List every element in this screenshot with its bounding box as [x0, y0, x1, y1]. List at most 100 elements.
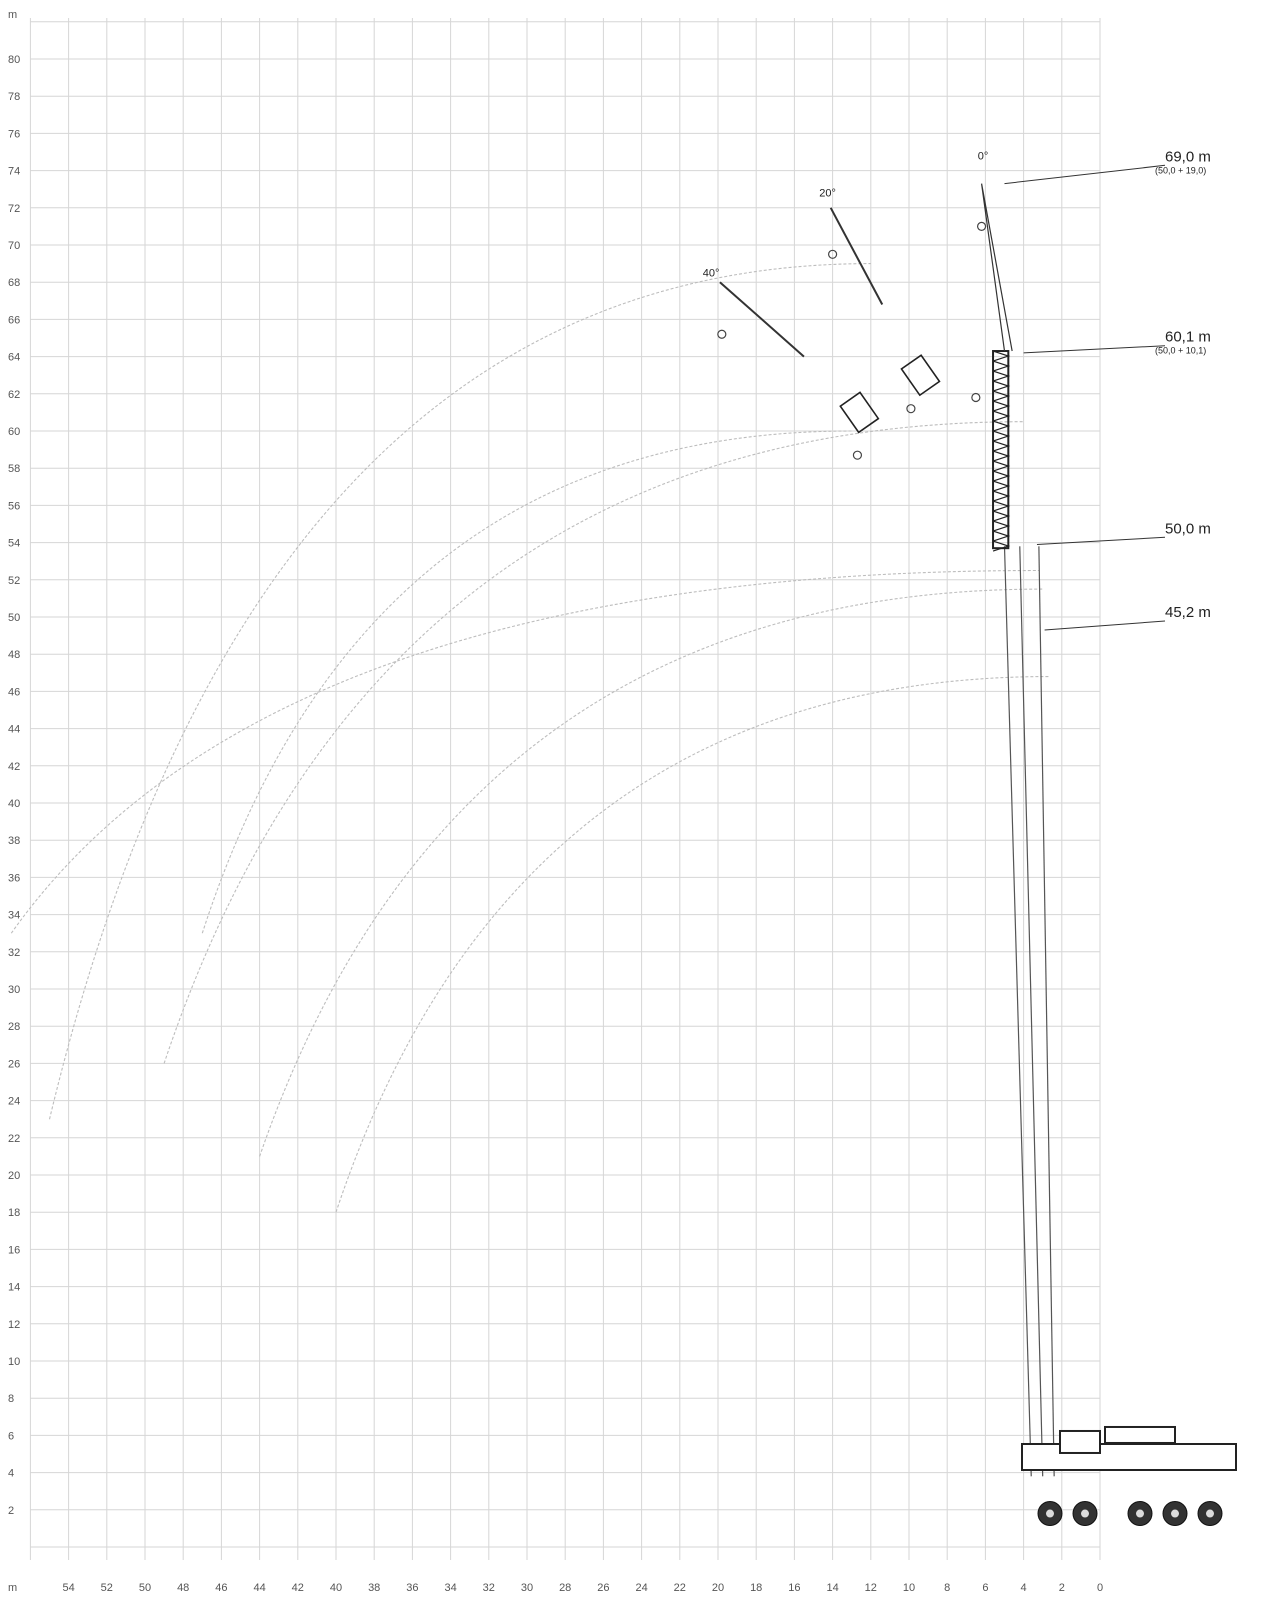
- y-axis-ticks: 2468101214161820222426283032343638404244…: [8, 54, 20, 1517]
- jib-lattice-brace: [992, 450, 1011, 462]
- wheel-hub: [1206, 1509, 1214, 1518]
- y-tick-label: 36: [8, 872, 20, 884]
- y-tick-label: 78: [8, 91, 20, 103]
- y-tick-label: 24: [8, 1096, 20, 1108]
- jib-lattice-brace: [992, 530, 1011, 542]
- hook-block: [827, 249, 838, 259]
- jib-lattice-brace: [992, 410, 1011, 422]
- working-radius-arc: [201, 430, 852, 934]
- jib-lattice-brace: [992, 430, 1011, 442]
- jib-angle-labels: 0° 20° 40°: [703, 150, 989, 279]
- y-tick-label: 6: [8, 1430, 14, 1442]
- x-tick-label: 30: [521, 1582, 533, 1594]
- jib-lattice-brace: [992, 420, 1011, 432]
- jib-lattice-brace: [992, 500, 1011, 512]
- boom-label-leader: [1023, 345, 1166, 354]
- y-tick-label: 12: [8, 1319, 20, 1331]
- y-tick-label: 40: [8, 798, 20, 810]
- wheel-hub: [1081, 1509, 1089, 1518]
- jib-lattice-brace: [992, 490, 1011, 502]
- y-tick-label: 80: [8, 54, 20, 66]
- jib-20-degree: [829, 207, 884, 305]
- y-tick-label: 30: [8, 984, 20, 996]
- boom-length-label: 60,1 m: [1165, 329, 1211, 346]
- boom-label-leader: [1044, 620, 1166, 631]
- y-tick-label: 62: [8, 389, 20, 401]
- lattice-section: [900, 354, 941, 397]
- boom-length-label: 69,0 m: [1165, 148, 1211, 165]
- wheel-hub: [1171, 1509, 1179, 1518]
- y-axis-unit: m: [8, 9, 17, 21]
- x-tick-label: 22: [674, 1582, 686, 1594]
- x-tick-label: 46: [215, 1582, 227, 1594]
- jib-lattice-brace: [992, 390, 1011, 402]
- working-radius-arc: [335, 675, 1051, 1213]
- jib-lattice-brace: [992, 510, 1011, 522]
- working-radius-arc: [48, 263, 871, 1120]
- y-tick-label: 22: [8, 1133, 20, 1145]
- jib-lattice-brace: [992, 370, 1011, 382]
- x-tick-label: 36: [406, 1582, 418, 1594]
- boom-length-sublabel: (50,0 + 10,1): [1155, 346, 1206, 356]
- x-tick-label: 10: [903, 1582, 915, 1594]
- x-tick-label: 0: [1097, 1582, 1103, 1594]
- y-tick-label: 64: [8, 352, 20, 364]
- x-tick-label: 26: [597, 1582, 609, 1594]
- truck-body: [1021, 1443, 1237, 1471]
- y-tick-label: 56: [8, 500, 20, 512]
- wheel-hub: [1136, 1509, 1144, 1518]
- boom-length-label: 50,0 m: [1165, 520, 1211, 537]
- jib-extension: [980, 183, 1013, 352]
- crane-carrier-truck: [1021, 1425, 1237, 1527]
- y-tick-label: 68: [8, 277, 20, 289]
- jib-lattice-brace: [992, 380, 1011, 392]
- x-tick-label: 12: [865, 1582, 877, 1594]
- y-tick-label: 58: [8, 463, 20, 475]
- x-tick-label: 54: [62, 1582, 74, 1594]
- x-tick-label: 42: [292, 1582, 304, 1594]
- angle-label: 40°: [703, 268, 720, 280]
- x-tick-label: 18: [750, 1582, 762, 1594]
- jib-lattice-brace: [992, 440, 1011, 452]
- jib-lattice-brace: [992, 360, 1011, 372]
- y-tick-label: 2: [8, 1505, 14, 1517]
- y-tick-label: 76: [8, 128, 20, 140]
- jib-lattice-brace: [992, 480, 1011, 492]
- y-tick-label: 48: [8, 649, 20, 661]
- jib-lattice-brace: [992, 520, 1011, 532]
- x-tick-label: 32: [483, 1582, 495, 1594]
- y-tick-label: 52: [8, 575, 20, 587]
- x-tick-label: 2: [1059, 1582, 1065, 1594]
- jib-lattice-brace: [992, 400, 1011, 412]
- y-tick-label: 54: [8, 538, 20, 550]
- y-tick-label: 18: [8, 1207, 20, 1219]
- working-radius-arc: [163, 421, 1024, 1064]
- jib-40-degree: [719, 281, 805, 358]
- jib-lattice-brace: [992, 540, 1011, 552]
- y-tick-label: 44: [8, 724, 20, 736]
- y-tick-label: 8: [8, 1393, 14, 1405]
- x-tick-label: 4: [1021, 1582, 1027, 1594]
- hook-block: [971, 392, 981, 403]
- hook-block: [976, 221, 987, 231]
- hook-block: [852, 450, 863, 460]
- telescopic-boom-line: [1019, 546, 1044, 1477]
- x-tick-label: 20: [712, 1582, 724, 1594]
- x-axis-ticks: 54 52 50 48 46 44 42 40 38 36 34 32 30 28 26 24 22 20 18 16…: [62, 1582, 1103, 1594]
- y-tick-label: 60: [8, 426, 20, 438]
- y-tick-label: 28: [8, 1021, 20, 1033]
- crane-boom: [717, 183, 1055, 1477]
- y-tick-label: 34: [8, 910, 20, 922]
- y-tick-label: 32: [8, 947, 20, 959]
- boom-length-sublabel: (50,0 + 19,0): [1155, 165, 1206, 175]
- y-tick-label: 38: [8, 835, 20, 847]
- angle-label: 20°: [819, 188, 836, 200]
- y-tick-label: 70: [8, 240, 20, 252]
- y-tick-label: 46: [8, 686, 20, 698]
- x-tick-label: 6: [982, 1582, 988, 1594]
- y-tick-label: 50: [8, 612, 20, 624]
- y-tick-label: 74: [8, 166, 20, 178]
- x-tick-label: 28: [559, 1582, 571, 1594]
- wheel-hub: [1046, 1509, 1054, 1518]
